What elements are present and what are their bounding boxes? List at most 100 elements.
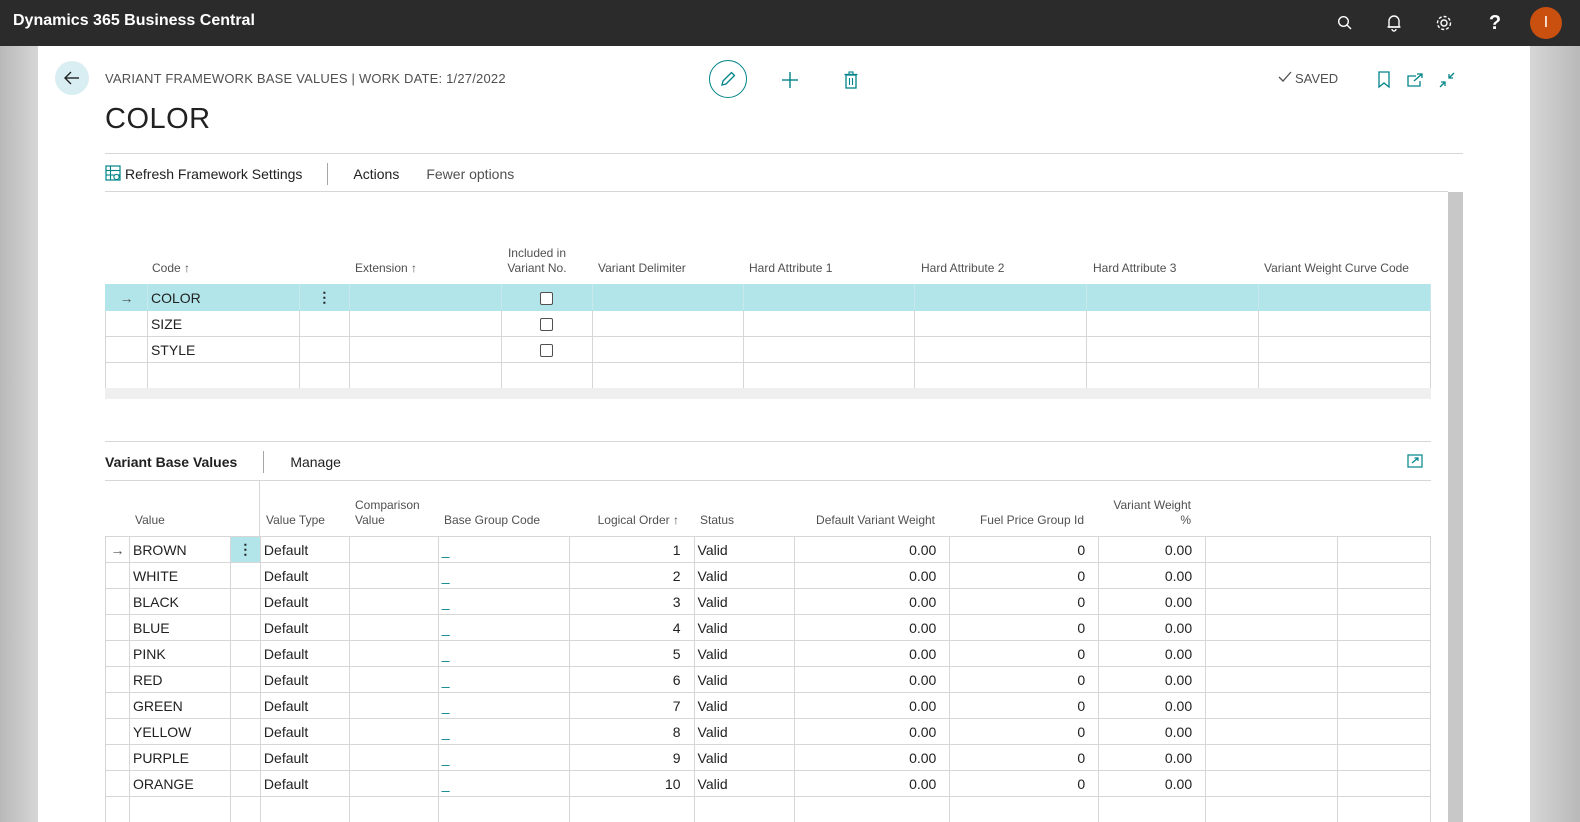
empty-cell[interactable] <box>1098 796 1207 822</box>
included-cell[interactable] <box>500 336 593 363</box>
col-variant-delimiter[interactable]: Variant Delimiter <box>598 261 686 275</box>
edit-button[interactable] <box>709 60 747 98</box>
extra-cell[interactable] <box>1336 588 1432 615</box>
default-weight-cell[interactable]: 0.00 <box>794 692 951 719</box>
hard-attr-3-cell[interactable] <box>1086 336 1260 363</box>
value-type-cell[interactable]: Default <box>259 536 350 563</box>
comparison-value-cell[interactable] <box>348 718 439 745</box>
hard-attr-1-cell[interactable] <box>742 362 916 389</box>
base-group-code-cell[interactable]: _ <box>437 744 570 771</box>
empty-cell[interactable] <box>693 796 796 822</box>
delimiter-cell[interactable] <box>591 310 744 337</box>
col-status[interactable]: Status <box>700 513 735 527</box>
empty-cell[interactable] <box>1205 796 1338 822</box>
col-code[interactable]: Code ↑ <box>152 261 191 275</box>
hard-attr-1-cell[interactable] <box>742 336 916 363</box>
value-cell[interactable]: PINK <box>128 640 231 667</box>
col-value-type[interactable]: Value Type <box>266 513 325 527</box>
logical-order-cell[interactable]: 9 <box>568 744 695 771</box>
avatar[interactable]: I <box>1530 7 1562 39</box>
hard-attr-2-cell[interactable] <box>914 336 1088 363</box>
hard-attr-3-cell[interactable] <box>1086 310 1260 337</box>
extra-cell[interactable] <box>1336 718 1432 745</box>
extension-cell[interactable] <box>348 336 502 363</box>
status-cell[interactable]: Valid <box>693 536 796 563</box>
gear-icon[interactable] <box>1431 10 1457 36</box>
logical-order-cell[interactable]: 5 <box>568 640 695 667</box>
value-cell[interactable]: PURPLE <box>128 744 231 771</box>
col-default-variant-weight[interactable]: Default Variant Weight <box>816 513 935 527</box>
value-cell[interactable]: GREEN <box>128 692 231 719</box>
default-weight-cell[interactable]: 0.00 <box>794 614 951 641</box>
comparison-value-cell[interactable] <box>348 744 439 771</box>
extra-cell[interactable] <box>1205 588 1338 615</box>
extra-cell[interactable] <box>1205 614 1338 641</box>
fuel-price-group-cell[interactable]: 0 <box>949 536 1100 563</box>
value-cell[interactable]: ORANGE <box>128 770 231 797</box>
default-weight-cell[interactable]: 0.00 <box>794 666 951 693</box>
fuel-price-group-cell[interactable]: 0 <box>949 692 1100 719</box>
comparison-value-cell[interactable] <box>348 562 439 589</box>
value-type-cell[interactable]: Default <box>259 770 350 797</box>
bookmark-icon[interactable] <box>1372 68 1396 92</box>
fuel-price-group-cell[interactable]: 0 <box>949 718 1100 745</box>
extra-cell[interactable] <box>1336 770 1432 797</box>
table-row[interactable]: YELLOW Default _ 8 Valid 0.00 0 0.00 <box>105 718 1432 745</box>
hard-attr-2-cell[interactable] <box>914 362 1088 389</box>
extra-cell[interactable] <box>1205 692 1338 719</box>
col-variant-weight-pct[interactable]: Variant Weight% <box>1113 498 1191 527</box>
value-cell[interactable]: BROWN <box>128 536 231 563</box>
new-button[interactable] <box>778 68 802 92</box>
col-base-group-code[interactable]: Base Group Code <box>444 513 541 527</box>
logical-order-cell[interactable]: 2 <box>568 562 695 589</box>
default-weight-cell[interactable]: 0.00 <box>794 640 951 667</box>
hard-attr-2-cell[interactable] <box>914 284 1088 311</box>
comparison-value-cell[interactable] <box>348 588 439 615</box>
logical-order-cell[interactable]: 1 <box>568 536 695 563</box>
col-hard-attribute-2[interactable]: Hard Attribute 2 <box>921 261 1005 275</box>
search-icon[interactable] <box>1332 10 1358 36</box>
value-cell[interactable]: BLUE <box>128 614 231 641</box>
table-row[interactable]: GREEN Default _ 7 Valid 0.00 0 0.00 <box>105 692 1432 719</box>
value-cell[interactable]: BLACK <box>128 588 231 615</box>
col-value[interactable]: Value <box>135 513 165 527</box>
table-row[interactable]: WHITE Default _ 2 Valid 0.00 0 0.00 <box>105 562 1432 589</box>
base-group-code-cell[interactable]: _ <box>437 718 570 745</box>
status-cell[interactable]: Valid <box>693 640 796 667</box>
weight-pct-cell[interactable]: 0.00 <box>1098 718 1207 745</box>
included-checkbox[interactable] <box>540 318 554 332</box>
col-hard-attribute-3[interactable]: Hard Attribute 3 <box>1093 261 1177 275</box>
extra-cell[interactable] <box>1205 744 1338 771</box>
status-cell[interactable]: Valid <box>693 718 796 745</box>
weight-pct-cell[interactable]: 0.00 <box>1098 744 1207 771</box>
value-type-cell[interactable]: Default <box>259 562 350 589</box>
table-row[interactable]: RED Default _ 6 Valid 0.00 0 0.00 <box>105 666 1432 693</box>
extension-cell[interactable] <box>348 310 502 337</box>
col-weight-curve-code[interactable]: Variant Weight Curve Code <box>1264 261 1409 275</box>
row-menu-icon[interactable]: ⋮ <box>229 536 261 563</box>
empty-cell[interactable] <box>229 796 261 822</box>
empty-cell[interactable] <box>949 796 1100 822</box>
comparison-value-cell[interactable] <box>348 614 439 641</box>
weight-pct-cell[interactable]: 0.00 <box>1098 770 1207 797</box>
extra-cell[interactable] <box>1336 692 1432 719</box>
empty-cell[interactable] <box>437 796 570 822</box>
comparison-value-cell[interactable] <box>348 640 439 667</box>
fuel-price-group-cell[interactable]: 0 <box>949 770 1100 797</box>
hard-attr-1-cell[interactable] <box>742 310 916 337</box>
hard-attr-3-cell[interactable] <box>1086 362 1260 389</box>
empty-cell[interactable] <box>105 796 130 822</box>
default-weight-cell[interactable]: 0.00 <box>794 588 951 615</box>
back-button[interactable] <box>55 61 89 95</box>
col-included[interactable]: Included in Variant No. <box>507 246 567 275</box>
weight-pct-cell[interactable]: 0.00 <box>1098 614 1207 641</box>
manage-menu[interactable]: Manage <box>290 454 341 470</box>
default-weight-cell[interactable]: 0.00 <box>794 562 951 589</box>
empty-cell[interactable] <box>348 796 439 822</box>
table-row-empty[interactable] <box>105 362 1431 389</box>
extra-cell[interactable] <box>1336 640 1432 667</box>
extra-cell[interactable] <box>1205 770 1338 797</box>
open-new-window-icon[interactable] <box>1403 68 1427 92</box>
value-type-cell[interactable]: Default <box>259 640 350 667</box>
value-type-cell[interactable]: Default <box>259 588 350 615</box>
